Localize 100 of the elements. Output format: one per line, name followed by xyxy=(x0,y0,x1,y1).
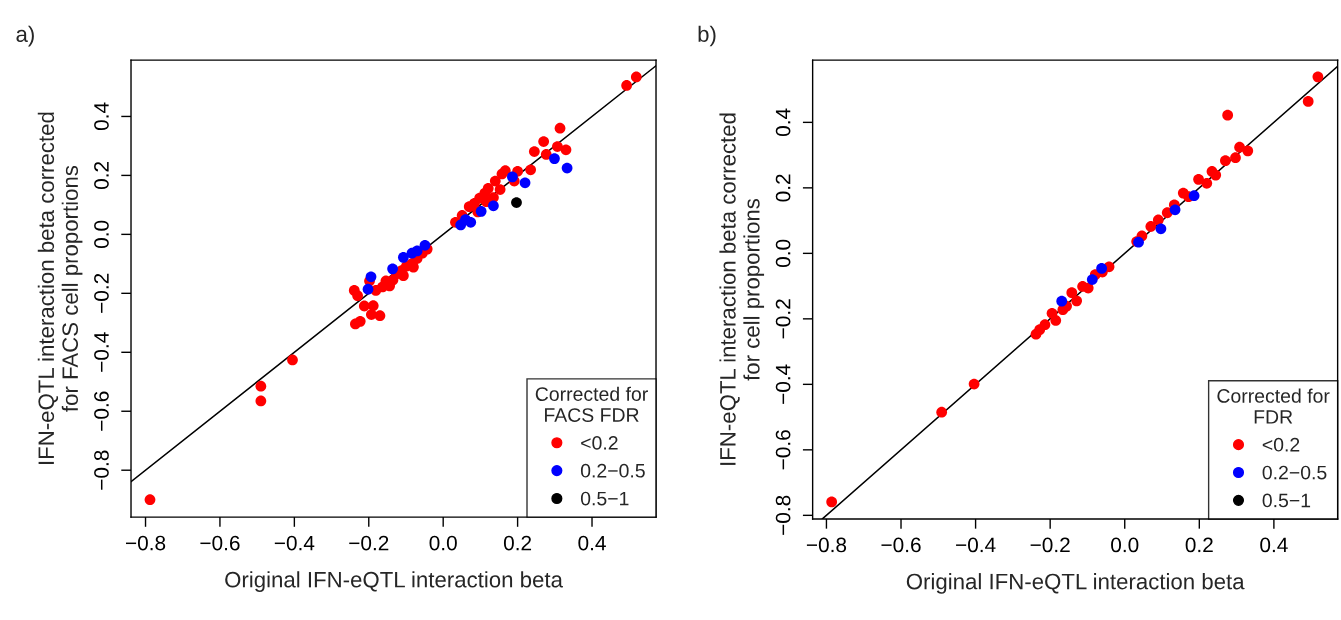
legend-title: Corrected for FACS FDR xyxy=(535,386,648,422)
point xyxy=(936,406,948,418)
point xyxy=(354,315,366,327)
point xyxy=(352,290,363,302)
point xyxy=(1152,214,1164,226)
x-tick-label: 0.2 xyxy=(1185,537,1213,553)
x-tick-label: −0.4 xyxy=(956,537,996,553)
point xyxy=(1039,319,1051,331)
point xyxy=(511,197,522,208)
point xyxy=(366,309,377,320)
point xyxy=(1222,109,1234,121)
point xyxy=(1210,169,1222,181)
x-tick-label: −0.2 xyxy=(1030,537,1070,553)
point xyxy=(411,245,423,257)
point xyxy=(525,164,537,176)
x-axis-title: Original IFN-eQTL interaction beta xyxy=(906,573,1245,594)
chart-title: a) xyxy=(16,25,34,47)
point xyxy=(560,144,572,156)
legend-label: 0.2−0.5 xyxy=(1262,465,1327,480)
y-tick-label: −0.2 xyxy=(775,299,791,339)
y-tick-label: −0.4 xyxy=(94,332,109,372)
point xyxy=(494,184,506,195)
point xyxy=(1242,145,1254,157)
point xyxy=(561,162,573,174)
y-tick-label: 0.0 xyxy=(94,220,109,249)
y-tick-label: 0.4 xyxy=(775,108,791,137)
point xyxy=(1201,177,1213,189)
y-tick-label: 0.4 xyxy=(94,102,109,131)
point xyxy=(398,270,409,282)
point xyxy=(144,494,156,506)
point xyxy=(1145,221,1157,232)
x-tick-label: 0.2 xyxy=(503,535,532,551)
legend-label: 0.5−1 xyxy=(580,491,629,506)
point xyxy=(367,300,379,312)
y-tick-label: 0.2 xyxy=(94,161,109,190)
point xyxy=(482,183,494,194)
x-tick-label: −0.8 xyxy=(125,535,166,551)
point xyxy=(1234,141,1245,153)
point xyxy=(488,200,499,212)
point xyxy=(365,271,377,283)
y-tick-label: −0.4 xyxy=(775,364,791,404)
point xyxy=(1220,155,1231,167)
point xyxy=(374,310,386,322)
point xyxy=(630,71,642,83)
point xyxy=(1066,287,1078,299)
y-tick-label: 0.2 xyxy=(775,174,791,202)
legend-title: Corrected for FDR xyxy=(1217,388,1330,424)
point xyxy=(1071,295,1083,307)
point xyxy=(387,263,398,275)
point xyxy=(538,136,550,147)
legend-label: <0.2 xyxy=(1262,437,1300,452)
y-tick-label: −0.2 xyxy=(94,273,109,313)
point xyxy=(1169,204,1181,216)
point xyxy=(465,216,477,228)
y-axis-title: IFN-eQTL interaction beta corrected for FACS cell proportions xyxy=(37,112,83,464)
x-tick-label: −0.6 xyxy=(881,537,921,553)
legend-label: 0.5−1 xyxy=(1262,493,1311,508)
point xyxy=(1056,295,1068,307)
point xyxy=(968,378,980,390)
point xyxy=(1312,71,1324,83)
x-tick-label: 0.4 xyxy=(578,535,606,551)
point xyxy=(540,149,552,160)
point xyxy=(1302,96,1314,107)
x-axis-title: Original IFN-eQTL interaction beta xyxy=(225,571,563,592)
point xyxy=(1230,152,1241,164)
point xyxy=(552,141,563,152)
point xyxy=(255,395,267,407)
point xyxy=(826,496,838,508)
point xyxy=(419,239,431,251)
point xyxy=(1193,173,1204,185)
legend-label: 0.2−0.5 xyxy=(580,463,645,478)
y-tick-label: 0.0 xyxy=(775,239,791,268)
x-tick-label: −0.4 xyxy=(274,535,315,551)
x-tick-label: −0.8 xyxy=(806,537,847,553)
point xyxy=(1155,223,1167,235)
y-tick-label: −0.6 xyxy=(94,391,109,431)
point xyxy=(362,283,374,295)
x-tick-label: −0.2 xyxy=(349,535,389,551)
point xyxy=(1086,274,1098,285)
point xyxy=(507,171,518,183)
point xyxy=(1188,190,1200,202)
point xyxy=(287,354,298,366)
chart-title: b) xyxy=(698,25,716,47)
point xyxy=(621,80,632,91)
point xyxy=(528,146,540,157)
y-tick-label: −0.6 xyxy=(775,430,791,470)
y-tick-label: −0.8 xyxy=(94,450,109,490)
legend-label: <0.2 xyxy=(581,435,618,450)
point xyxy=(1096,263,1107,274)
point xyxy=(519,177,531,189)
x-tick-label: 0.0 xyxy=(1111,537,1139,553)
x-tick-label: −0.6 xyxy=(200,535,240,551)
point xyxy=(1050,315,1062,326)
point xyxy=(398,251,409,263)
x-tick-label: 0.4 xyxy=(1260,537,1288,553)
x-tick-label: 0.0 xyxy=(429,535,457,551)
y-axis-title: IFN-eQTL interaction beta corrected for cell proportions xyxy=(719,113,765,465)
point xyxy=(549,153,560,164)
point xyxy=(255,380,267,392)
point xyxy=(554,122,566,134)
